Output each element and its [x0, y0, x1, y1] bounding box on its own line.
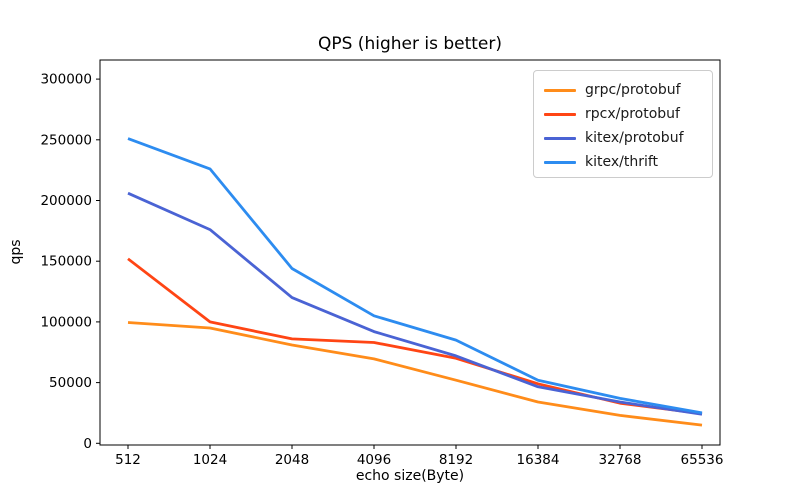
- legend-item-grpc-protobuf: grpc/protobuf: [544, 78, 712, 102]
- svg-text:8192: 8192: [439, 452, 473, 468]
- svg-text:2048: 2048: [275, 452, 309, 468]
- svg-text:300000: 300000: [40, 72, 92, 88]
- legend-line-swatch: [544, 88, 576, 92]
- svg-text:32768: 32768: [599, 452, 642, 468]
- svg-text:16384: 16384: [517, 452, 560, 468]
- chart-title: QPS (higher is better): [317, 34, 503, 54]
- legend-item-label: rpcx/protobuf: [585, 106, 680, 122]
- legend-item-kitex-thrift: kitex/thrift: [544, 150, 712, 174]
- legend-item-label: kitex/protobuf: [585, 130, 684, 146]
- svg-text:1024: 1024: [193, 452, 227, 468]
- legend-item-rpcx-protobuf: rpcx/protobuf: [544, 102, 712, 126]
- legend-line-swatch: [544, 112, 576, 116]
- y-axis-label: qps: [8, 239, 24, 265]
- legend-item-kitex-protobuf: kitex/protobuf: [544, 126, 712, 150]
- svg-text:0: 0: [83, 436, 92, 452]
- svg-text:250000: 250000: [40, 132, 92, 148]
- svg-text:200000: 200000: [40, 193, 92, 209]
- svg-text:150000: 150000: [40, 254, 92, 270]
- svg-text:100000: 100000: [40, 314, 92, 330]
- legend-line-swatch: [544, 160, 576, 164]
- legend-line-swatch: [544, 136, 576, 140]
- legend-item-label: grpc/protobuf: [585, 82, 681, 98]
- svg-text:4096: 4096: [357, 452, 391, 468]
- svg-text:65536: 65536: [681, 452, 724, 468]
- svg-text:50000: 50000: [49, 375, 92, 391]
- x-axis-label: echo size(Byte): [355, 468, 465, 484]
- legend-item-label: kitex/thrift: [585, 154, 659, 170]
- svg-text:512: 512: [115, 452, 141, 468]
- legend: grpc/protobuf rpcx/protobuf kitex/protob…: [533, 70, 713, 178]
